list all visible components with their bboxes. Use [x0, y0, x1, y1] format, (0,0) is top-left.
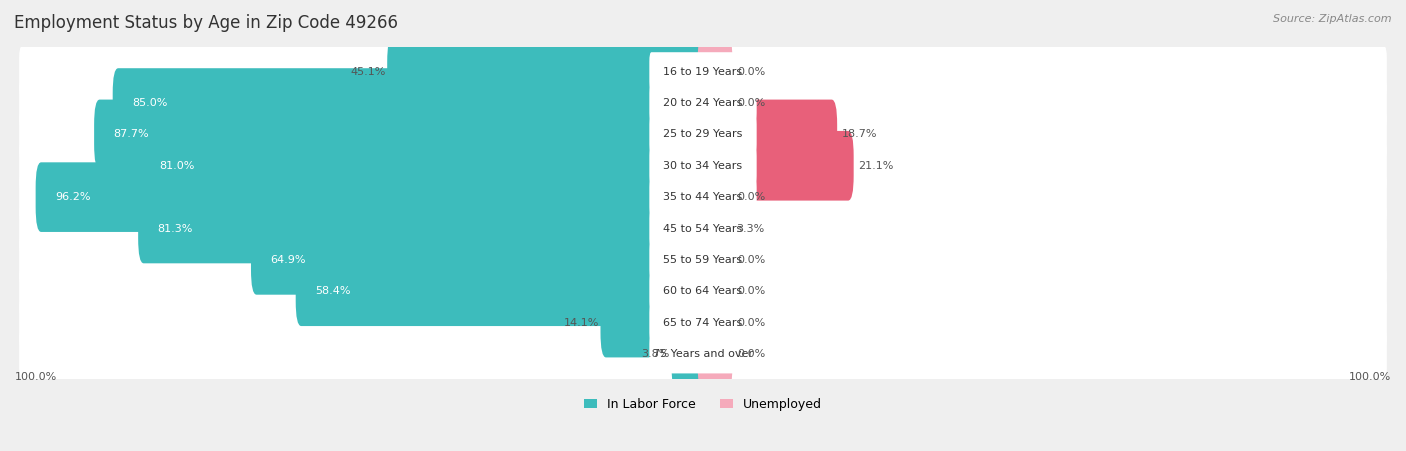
FancyBboxPatch shape [650, 209, 756, 248]
FancyBboxPatch shape [697, 319, 733, 389]
FancyBboxPatch shape [20, 329, 1386, 379]
Text: 21.1%: 21.1% [859, 161, 894, 171]
FancyBboxPatch shape [697, 131, 853, 201]
Text: 58.4%: 58.4% [315, 286, 350, 296]
FancyBboxPatch shape [94, 100, 709, 169]
FancyBboxPatch shape [650, 303, 756, 342]
Text: 55 to 59 Years: 55 to 59 Years [664, 255, 742, 265]
Text: 25 to 29 Years: 25 to 29 Years [664, 129, 742, 139]
FancyBboxPatch shape [650, 83, 756, 123]
FancyBboxPatch shape [697, 68, 733, 138]
Text: 75 Years and over: 75 Years and over [652, 349, 754, 359]
FancyBboxPatch shape [20, 266, 1386, 317]
Text: 65 to 74 Years: 65 to 74 Years [664, 318, 742, 327]
Text: 0.0%: 0.0% [737, 318, 766, 327]
Text: 0.0%: 0.0% [737, 349, 766, 359]
FancyBboxPatch shape [650, 272, 756, 311]
Text: 96.2%: 96.2% [55, 192, 90, 202]
FancyBboxPatch shape [387, 37, 709, 106]
FancyBboxPatch shape [697, 37, 733, 106]
Text: 30 to 34 Years: 30 to 34 Years [664, 161, 742, 171]
Text: 85.0%: 85.0% [132, 98, 167, 108]
Text: 87.7%: 87.7% [114, 129, 149, 139]
Text: 20 to 24 Years: 20 to 24 Years [664, 98, 742, 108]
FancyBboxPatch shape [20, 297, 1386, 348]
Text: Employment Status by Age in Zip Code 49266: Employment Status by Age in Zip Code 492… [14, 14, 398, 32]
FancyBboxPatch shape [697, 100, 837, 169]
FancyBboxPatch shape [697, 162, 733, 232]
FancyBboxPatch shape [20, 78, 1386, 129]
Text: 60 to 64 Years: 60 to 64 Years [664, 286, 742, 296]
Text: 0.0%: 0.0% [737, 192, 766, 202]
FancyBboxPatch shape [671, 319, 709, 389]
FancyBboxPatch shape [650, 52, 756, 91]
FancyBboxPatch shape [650, 335, 756, 373]
FancyBboxPatch shape [20, 109, 1386, 160]
FancyBboxPatch shape [252, 225, 709, 295]
FancyBboxPatch shape [650, 178, 756, 216]
Text: 14.1%: 14.1% [564, 318, 599, 327]
FancyBboxPatch shape [20, 140, 1386, 191]
Text: 100.0%: 100.0% [1348, 372, 1391, 382]
Text: 81.3%: 81.3% [157, 224, 193, 234]
Text: 0.0%: 0.0% [737, 286, 766, 296]
Text: 45.1%: 45.1% [350, 67, 385, 77]
FancyBboxPatch shape [600, 288, 709, 358]
Text: 16 to 19 Years: 16 to 19 Years [664, 67, 742, 77]
FancyBboxPatch shape [20, 172, 1386, 222]
Text: 100.0%: 100.0% [15, 372, 58, 382]
FancyBboxPatch shape [295, 257, 709, 326]
Text: 0.0%: 0.0% [737, 98, 766, 108]
Text: 45 to 54 Years: 45 to 54 Years [664, 224, 742, 234]
FancyBboxPatch shape [20, 203, 1386, 254]
FancyBboxPatch shape [138, 193, 709, 263]
Text: 0.0%: 0.0% [737, 255, 766, 265]
FancyBboxPatch shape [650, 240, 756, 279]
FancyBboxPatch shape [141, 131, 709, 201]
FancyBboxPatch shape [650, 146, 756, 185]
FancyBboxPatch shape [112, 68, 709, 138]
Text: 18.7%: 18.7% [842, 129, 877, 139]
Text: 3.8%: 3.8% [641, 349, 671, 359]
FancyBboxPatch shape [697, 288, 733, 358]
Text: Source: ZipAtlas.com: Source: ZipAtlas.com [1274, 14, 1392, 23]
Text: 64.9%: 64.9% [270, 255, 305, 265]
FancyBboxPatch shape [20, 235, 1386, 285]
FancyBboxPatch shape [650, 115, 756, 154]
FancyBboxPatch shape [697, 257, 733, 326]
Text: 35 to 44 Years: 35 to 44 Years [664, 192, 742, 202]
FancyBboxPatch shape [20, 46, 1386, 97]
Text: 0.0%: 0.0% [737, 67, 766, 77]
Legend: In Labor Force, Unemployed: In Labor Force, Unemployed [579, 393, 827, 416]
FancyBboxPatch shape [35, 162, 709, 232]
Text: 3.3%: 3.3% [735, 224, 765, 234]
FancyBboxPatch shape [697, 193, 731, 263]
FancyBboxPatch shape [697, 225, 733, 295]
Text: 81.0%: 81.0% [159, 161, 195, 171]
